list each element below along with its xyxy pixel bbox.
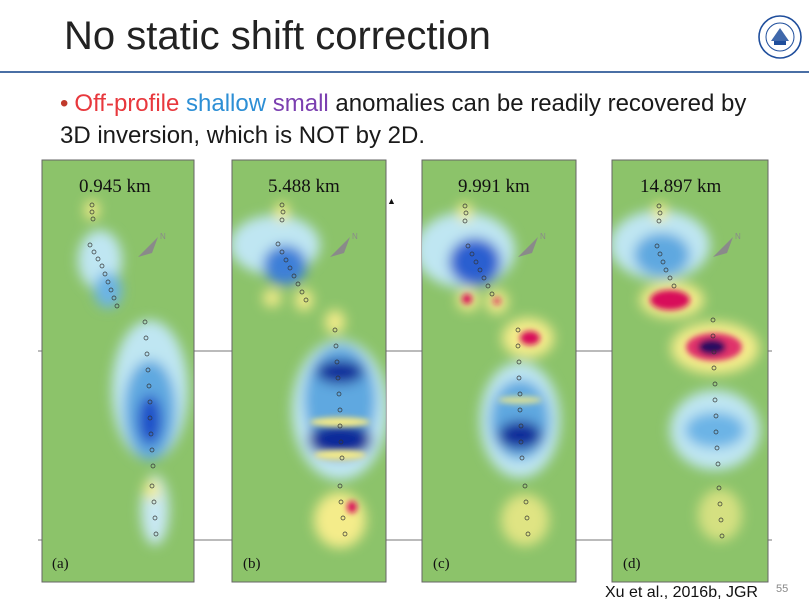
svg-text:N: N: [540, 232, 546, 241]
panel-c-depth: 9.991 km: [458, 176, 530, 197]
bullet-word-off-profile: Off-profile: [74, 90, 180, 117]
panel-c: 9.991 km (c) N: [421, 159, 577, 583]
bullet-word-shallow: shallow: [186, 90, 267, 117]
panel-d-depth: 14.897 km: [640, 176, 722, 197]
panel-b: 5.488 km (b) N: [231, 159, 387, 583]
mouse-cursor-icon: ▲: [387, 196, 396, 206]
slide-title: No static shift correction: [64, 14, 491, 58]
panel-tick-marks: [38, 350, 772, 541]
panel-a-depth: 0.945 km: [79, 176, 151, 197]
page-number: 55: [776, 583, 789, 595]
panel-a-north-arrow-icon: N: [138, 232, 166, 257]
panel-d-north-arrow-icon: N: [713, 232, 741, 257]
panel-d-label: (d): [623, 556, 641, 572]
svg-text:N: N: [352, 232, 358, 241]
panel-b-label: (b): [243, 556, 261, 572]
panel-a: 0.945 km (a) N: [41, 159, 195, 583]
panel-b-north-arrow-icon: N: [330, 232, 358, 257]
bullet-rest-text: anomalies can be readily recovered by 3D…: [60, 90, 747, 149]
panel-a-label: (a): [52, 556, 69, 572]
svg-text:N: N: [735, 232, 741, 241]
panel-b-depth: 5.488 km: [268, 176, 340, 197]
bullet-point: • Off-profile shallow small anomalies can…: [60, 88, 780, 152]
svg-text:N: N: [160, 232, 166, 241]
bullet-dot-icon: •: [60, 90, 69, 117]
panel-c-label: (c): [433, 556, 450, 572]
title-rule: [0, 71, 809, 73]
panel-c-north-arrow-icon: N: [518, 232, 546, 257]
citation: Xu et al., 2016b, JGR: [605, 584, 758, 601]
panel-d: 14.897 km (d) N: [611, 159, 769, 583]
university-logo-icon: [758, 15, 802, 59]
bullet-word-small: small: [272, 90, 329, 117]
